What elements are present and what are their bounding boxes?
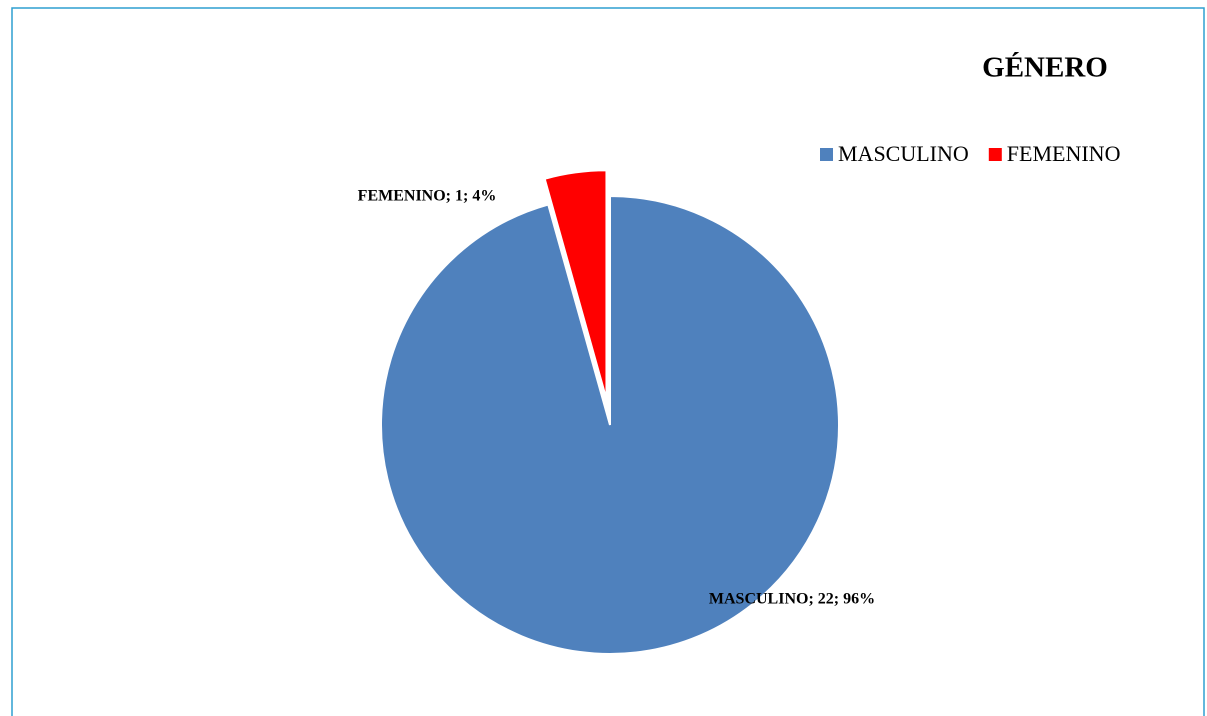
- legend-label: FEMENINO: [1007, 141, 1121, 166]
- legend-swatch: [820, 148, 833, 161]
- data-label: FEMENINO; 1; 4%: [358, 188, 497, 205]
- data-label: MASCULINO; 22; 96%: [709, 591, 875, 608]
- pie-slice: [380, 194, 840, 655]
- pie-slice: [543, 169, 608, 400]
- chart-title: GÉNERO: [982, 51, 1108, 84]
- legend-label: MASCULINO: [838, 141, 969, 166]
- legend-swatch: [988, 148, 1002, 161]
